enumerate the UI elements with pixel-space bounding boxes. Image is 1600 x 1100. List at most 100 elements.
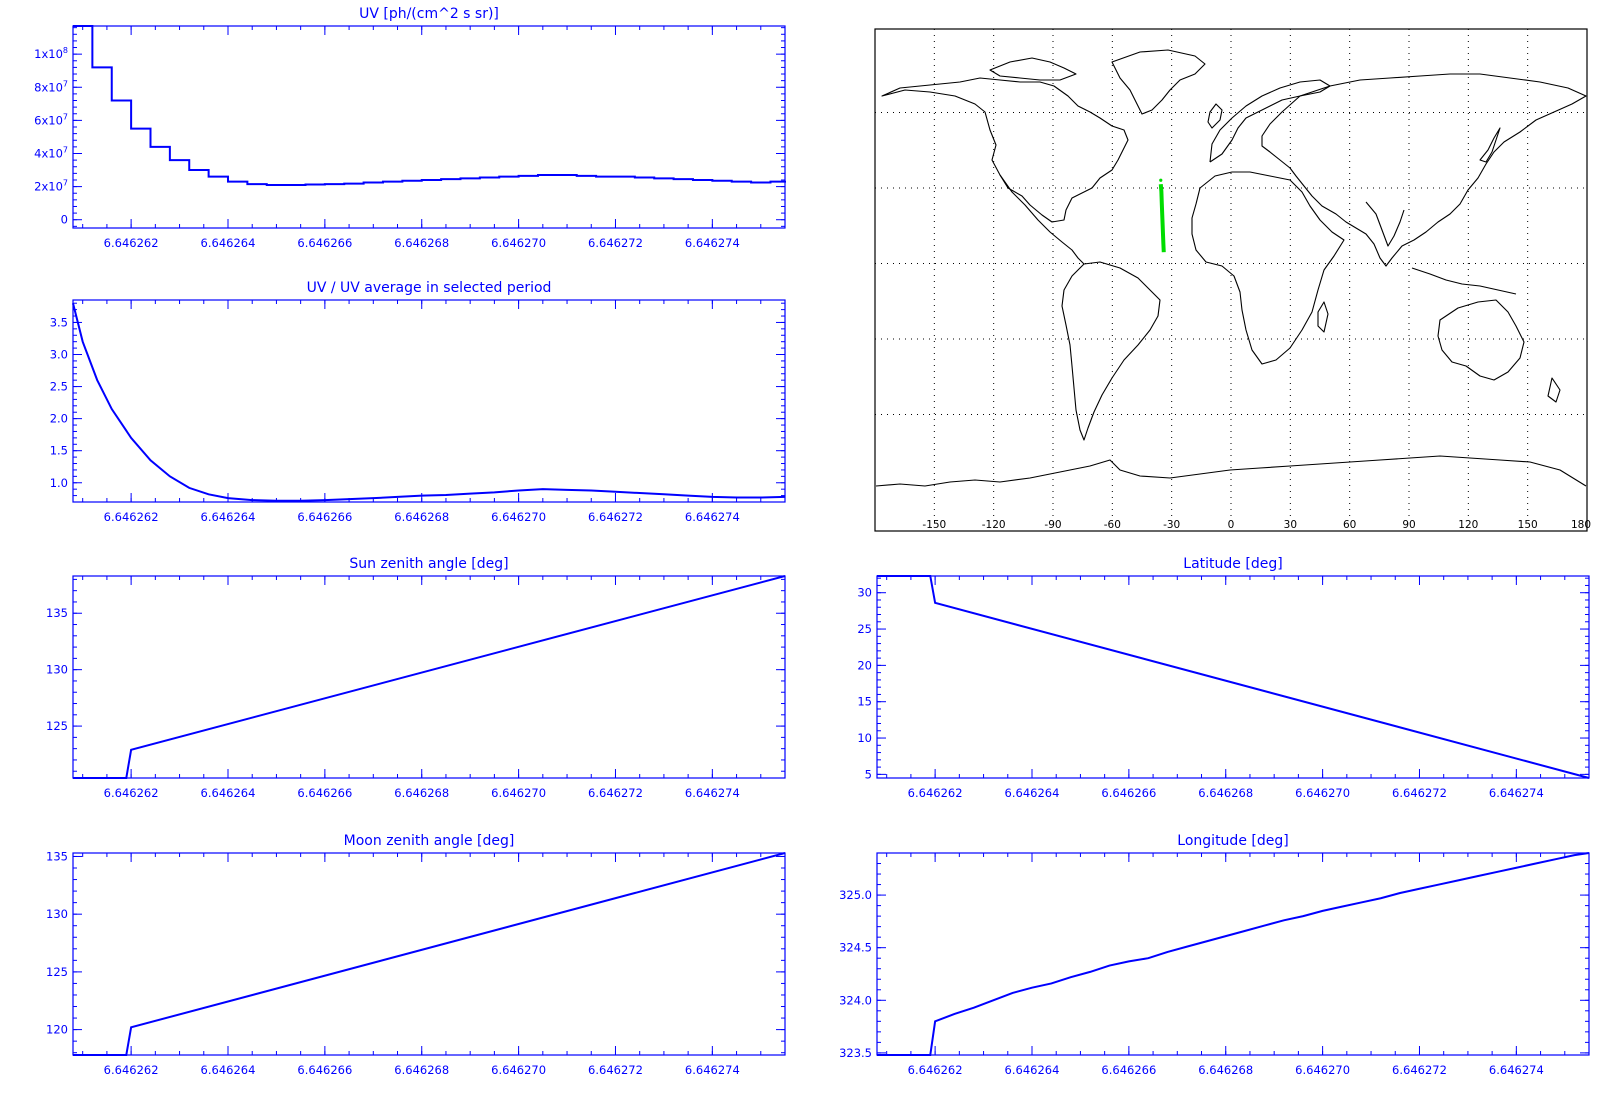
coast-australia [1437,299,1525,381]
coast-arctic-islands [989,57,1077,81]
x-tick-label: 6.646272 [1392,786,1447,800]
x-tick-label: 6.646264 [201,510,256,524]
coast-japan [1479,127,1501,163]
y-tick-label: 10 [857,731,872,745]
coast-north-america [881,77,1129,223]
x-tick-label: 6.646262 [104,1063,159,1077]
x-tick-label: 6.646266 [297,1063,352,1077]
x-tick-label: 6.646262 [908,786,963,800]
coast-greenland [1111,49,1206,115]
series-line-lat [877,575,1590,779]
coast-indonesia [1411,267,1517,295]
y-tick-label: 4x107 [34,145,68,160]
x-tick-label: 6.646262 [908,1063,963,1077]
panel-uvratio: UV / UV average in selected period 6.6462… [50,280,786,524]
series-line-sza [73,575,786,779]
series-line-uvratio [72,302,786,502]
plot-frame [72,852,786,1056]
y-tick-label: 0 [61,213,68,227]
panel-sza: Sun zenith angle [deg] 6.646262 6.646264 6.… [46,556,786,800]
y-tick-label: 2x107 [34,179,68,194]
x-tick-label: 6.646266 [1101,1063,1156,1077]
y-tick-label: 120 [46,1023,68,1037]
x-tick-label: 6.646266 [1101,786,1156,800]
y-tick-label: 1x108 [34,46,68,61]
y-tick-label: 5 [865,767,872,781]
y-tick-label: 30 [857,586,872,600]
x-tick-label: 6.646262 [104,786,159,800]
x-tick-label: 6.646272 [588,510,643,524]
x-tick-label: 6.646266 [297,510,352,524]
x-tick-label: 6.646268 [394,510,449,524]
panel-mza: Moon zenith angle [deg] 6.646262 6.646264 6… [46,833,786,1077]
chart-title: Latitude [deg] [1183,556,1282,572]
x-tick-label: 6.646268 [1198,786,1253,800]
y-tick-label: 3.0 [50,348,68,362]
chart-title: UV [ph/(cm^2 s sr)] [359,6,499,22]
x-tick-label: 6.646264 [1005,786,1060,800]
x-tick-label: 6.646270 [491,1063,546,1077]
coast-antarctica [875,455,1587,487]
x-tick-label: 6.646274 [1489,786,1544,800]
y-tick-label: 130 [46,907,68,921]
x-tick-label: 6.646270 [1295,1063,1350,1077]
longitude-tick-label: -30 [1163,519,1180,531]
x-tick-label: 6.646266 [297,236,352,250]
longitude-tick-label: 0 [1228,519,1235,531]
y-tick-label: 324.5 [839,941,872,955]
chart-panels: UV [ph/(cm^2 s sr)] 6.646262 6.646264 6.646… [34,6,1590,1077]
ground-track [1158,184,1166,253]
longitude-tick-label: -90 [1044,519,1061,531]
y-tick-label: 135 [46,849,68,863]
coast-india [1365,201,1405,247]
y-tick-label: 15 [857,695,872,709]
plot-frame [72,299,786,503]
satellite-track [1158,178,1166,253]
map-longitude-ticks: -150 -120 -90 -60 -30 0 30 60 90 120 150 180 [922,519,1591,531]
plot-frame [876,852,1590,1056]
panel-uv: UV [ph/(cm^2 s sr)] 6.646262 6.646264 6.646… [34,6,786,250]
world-map: -150 -120 -90 -60 -30 0 30 60 90 120 150 180 [874,28,1591,532]
x-tick-label: 6.646272 [1392,1063,1447,1077]
y-tick-label: 3.5 [50,315,68,329]
x-tick-label: 6.646272 [588,1063,643,1077]
track-start-point [1159,178,1163,182]
coast-africa [1191,171,1345,365]
coast-central-america [999,174,1085,265]
x-tick-label: 6.646274 [685,236,740,250]
coast-madagascar [1317,301,1329,333]
y-tick-label: 20 [857,658,872,672]
x-tick-label: 6.646272 [588,786,643,800]
x-tick-label: 6.646270 [491,236,546,250]
longitude-tick-label: 60 [1343,519,1356,531]
plot-frame [72,25,786,229]
x-tick-label: 6.646264 [201,786,256,800]
panel-lat: Latitude [deg] 6.646262 6.646264 6.646266 6.… [857,556,1590,800]
longitude-tick-label: 180 [1571,519,1591,531]
x-tick-label: 6.646270 [491,510,546,524]
x-tick-label: 6.646268 [394,1063,449,1077]
y-tick-label: 6x107 [34,112,68,127]
coast-new-zealand [1547,377,1561,403]
x-tick-label: 6.646274 [1489,1063,1544,1077]
coast-europe [1209,79,1331,163]
y-tick-label: 325.0 [839,888,872,902]
coast-asia [1261,73,1587,267]
x-tick-label: 6.646274 [685,1063,740,1077]
x-tick-label: 6.646264 [1005,1063,1060,1077]
longitude-tick-label: -120 [982,519,1006,531]
y-tick-label: 125 [46,719,68,733]
x-tick-label: 6.646268 [394,236,449,250]
x-tick-label: 6.646272 [588,236,643,250]
y-tick-label: 1.0 [50,476,68,490]
chart-title: Sun zenith angle [deg] [349,556,508,572]
x-tick-label: 6.646274 [685,786,740,800]
longitude-tick-label: 30 [1284,519,1297,531]
chart-title: Longitude [deg] [1177,833,1288,849]
y-tick-label: 25 [857,622,872,636]
map-frame [874,28,1588,532]
series-line-uv [73,25,786,186]
coast-south-america [1061,261,1161,441]
chart-title: UV / UV average in selected period [307,280,552,296]
coast-uk [1207,103,1223,129]
